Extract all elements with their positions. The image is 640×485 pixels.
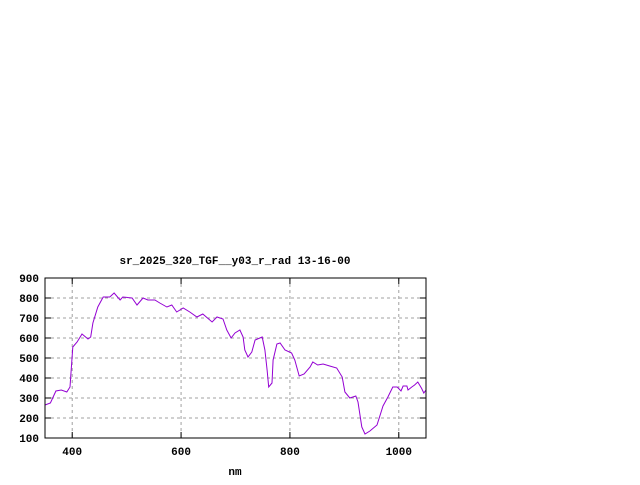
y-tick-label: 800 [19, 294, 39, 306]
series-line [44, 292, 427, 435]
ticks: 400 600 800 1000 100 200 300 400 500 600 700 800 900 [19, 274, 426, 459]
x-axis-label: nm [228, 467, 242, 479]
chart-title: sr_2025_320_TGF__y03_r_rad 13-16-00 [119, 256, 350, 268]
y-tick-label: 200 [19, 414, 39, 426]
x-tick-label: 600 [171, 447, 191, 459]
y-tick-label: 600 [19, 334, 39, 346]
x-tick-label: 1000 [386, 447, 412, 459]
y-tick-label: 400 [19, 374, 39, 386]
y-tick-label: 100 [19, 434, 39, 446]
y-tick-label: 300 [19, 394, 39, 406]
x-tick-label: 800 [280, 447, 300, 459]
x-tick-label: 400 [62, 447, 82, 459]
grid [45, 278, 426, 438]
y-tick-label: 900 [19, 274, 39, 286]
y-tick-label: 700 [19, 314, 39, 326]
y-tick-label: 500 [19, 354, 39, 366]
plot-frame [44, 277, 427, 439]
